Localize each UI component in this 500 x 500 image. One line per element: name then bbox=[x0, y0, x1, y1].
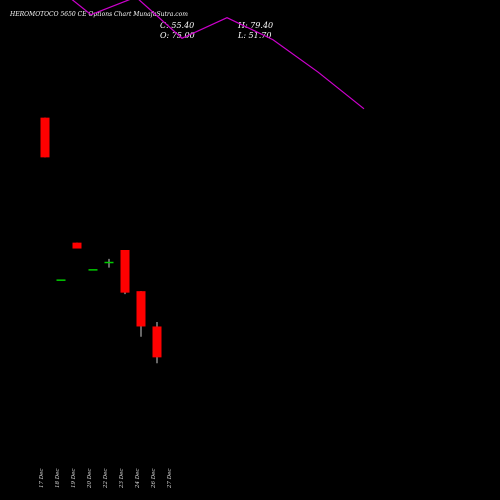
candle-23-dec bbox=[120, 250, 130, 295]
candle-body bbox=[152, 326, 162, 358]
candle-body bbox=[72, 242, 82, 249]
candle-24-dec bbox=[136, 291, 146, 337]
candle-22-dec bbox=[104, 258, 114, 268]
close-label: C: 55.40 bbox=[160, 21, 194, 30]
x-tick-label: 18 Dec bbox=[55, 469, 61, 489]
x-tick-label: 26 Dec bbox=[151, 469, 157, 490]
x-tick-label: 19 Dec bbox=[71, 469, 77, 489]
x-tick-label: 22 Dec bbox=[103, 469, 109, 490]
x-tick-label: 20 Dec bbox=[87, 469, 93, 490]
indicator-lines bbox=[71, 0, 365, 110]
high-label: H: 79.40 bbox=[237, 21, 273, 30]
candle-17-dec bbox=[40, 117, 50, 158]
candle-body bbox=[40, 117, 50, 158]
low-label: L: 51.70 bbox=[237, 31, 271, 40]
candle-20-dec bbox=[88, 269, 98, 271]
indicator-line-2 bbox=[71, 0, 365, 110]
x-tick-label: 27 Dec bbox=[167, 469, 173, 490]
candle-body bbox=[104, 261, 114, 264]
x-tick-label: 24 Dec bbox=[135, 469, 141, 490]
x-tick-label: 17 Dec bbox=[39, 469, 45, 489]
chart-title: HEROMOTOCO 5650 CE Options Chart MunafaS… bbox=[9, 11, 188, 18]
candle-26-dec bbox=[152, 322, 162, 364]
open-label: O: 75.00 bbox=[160, 31, 195, 40]
candle-19-dec bbox=[72, 242, 82, 249]
candle-body bbox=[88, 269, 98, 271]
candles bbox=[40, 117, 162, 364]
candle-18-dec bbox=[56, 279, 66, 281]
x-axis-ticks: 17 Dec 18 Dec 19 Dec 20 Dec 22 Dec 23 Dec 24 D… bbox=[39, 469, 173, 490]
candle-body bbox=[56, 279, 66, 281]
x-tick-label: 23 Dec bbox=[119, 469, 125, 490]
candle-body bbox=[136, 291, 146, 327]
candle-body bbox=[120, 250, 130, 293]
